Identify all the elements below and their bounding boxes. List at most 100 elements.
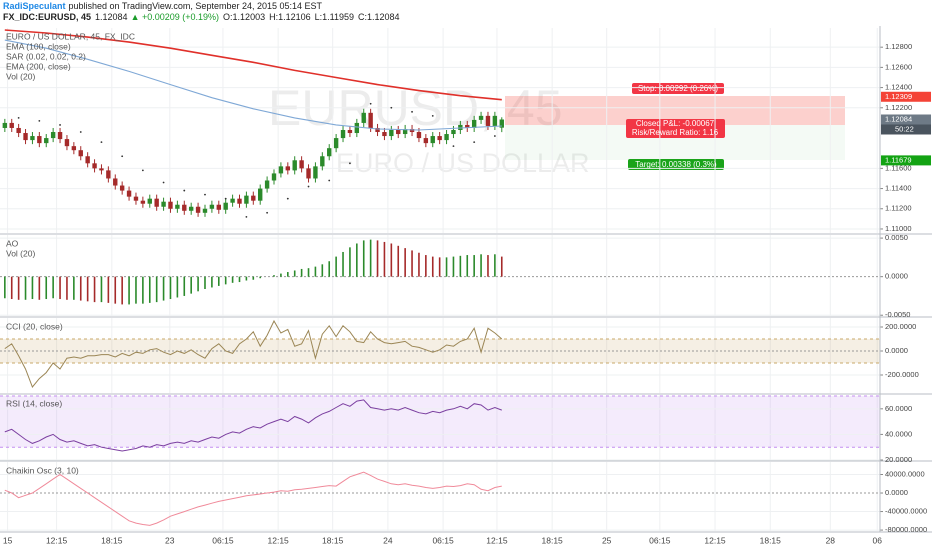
ao-bar: [10, 276, 13, 300]
x-tick-label: 12:15: [486, 535, 508, 545]
candle-body: [306, 168, 311, 179]
y-tick-label: 0.0050: [885, 233, 908, 242]
x-tick-label: 15: [3, 535, 13, 545]
x-tick-label: 12:15: [46, 535, 68, 545]
candle-body: [119, 185, 125, 191]
sar-dot: [431, 114, 434, 117]
ao-bar: [473, 255, 475, 277]
target-label: Target: 0.00338 (0.3%): [635, 160, 717, 169]
candle-body: [71, 146, 77, 151]
x-tick-label: 12:15: [704, 535, 726, 545]
ao-bar: [73, 276, 75, 300]
candle-body: [465, 124, 470, 128]
publish-line: RadiSpeculant published on TradingView.co…: [3, 1, 323, 11]
candle-body: [85, 156, 90, 164]
open: O:1.12003: [223, 12, 265, 22]
candle-body: [313, 166, 318, 179]
ao-bar: [211, 276, 213, 288]
ao-bar: [231, 276, 234, 283]
close: C:1.12084: [358, 12, 400, 22]
candle-body: [278, 166, 284, 174]
ao-bar: [362, 240, 365, 277]
candle-body: [354, 122, 360, 134]
published: published on TradingView.com, September …: [69, 1, 323, 11]
candle-body: [216, 204, 221, 210]
candle-body: [78, 150, 83, 157]
candle-body: [37, 136, 42, 144]
ao-bar: [445, 257, 448, 277]
ao-bar: [100, 276, 103, 303]
candle-body: [23, 133, 28, 141]
candle-body: [50, 132, 56, 139]
y-tick-label: 1.12200: [885, 103, 912, 112]
candle-body: [113, 178, 118, 186]
x-tick-label: 18:15: [101, 535, 123, 545]
candle-body: [16, 127, 21, 134]
x-tick-label: 06:15: [649, 535, 671, 545]
ao-bar: [155, 276, 158, 303]
y-tick-label: 40.0000: [885, 429, 912, 438]
ao-bar: [404, 248, 406, 277]
ao-bar: [293, 270, 296, 277]
y-tick-label: -40000.0000: [885, 507, 927, 516]
ao-bar: [300, 268, 303, 277]
sar-dot: [224, 197, 227, 200]
candle-body: [92, 163, 97, 169]
ao-bar: [397, 245, 400, 277]
sar-dot: [493, 135, 496, 137]
candle-body: [195, 206, 201, 213]
ao-bar: [376, 240, 379, 277]
candle-body: [361, 112, 366, 123]
sar-dot: [121, 155, 124, 158]
x-tick-label: 06:15: [432, 535, 454, 545]
candle-body: [396, 129, 401, 135]
x-tick-label: 06: [873, 535, 883, 545]
candle-body: [285, 166, 291, 171]
candle-body: [375, 127, 380, 133]
candle-body: [223, 202, 228, 210]
ao-bar: [135, 276, 137, 304]
candle-body: [99, 168, 104, 171]
ao-bar: [431, 256, 434, 277]
x-tick-label: 12:15: [268, 535, 290, 545]
candle-body: [168, 201, 173, 209]
ao-bar: [66, 276, 68, 300]
indicator-line: [4, 471, 502, 526]
candle-body: [147, 198, 152, 204]
sar-dot: [204, 193, 206, 196]
sar-dot: [17, 116, 20, 119]
ao-bar: [273, 275, 275, 277]
sar-dot: [349, 162, 351, 165]
candle-body: [271, 173, 277, 181]
x-tick-label: 23: [165, 535, 175, 545]
watermark-name: EURO / US DOLLAR: [336, 148, 590, 178]
legend-entry: Vol (20): [6, 248, 35, 258]
sar-dot: [286, 197, 289, 200]
x-tick-label: 28: [826, 535, 836, 545]
y-tick-label: 1.11200: [885, 204, 912, 213]
y-tick-label: 0.0000: [885, 488, 908, 497]
y-tick-label: -80000.0000: [885, 525, 927, 534]
ao-bar: [466, 255, 469, 277]
candle-body: [188, 206, 194, 211]
pnl-label: Closed P&L: -0.00067: [636, 119, 715, 128]
candle-body: [57, 132, 63, 140]
price-label: 1.12084: [885, 114, 912, 123]
pane-title: AO: [6, 238, 19, 248]
ao-bar: [418, 252, 420, 277]
stop-label: Stop: 0.00292 (0.26%): [638, 84, 718, 93]
sar-dot: [38, 120, 41, 122]
candle-body: [182, 204, 187, 211]
author[interactable]: RadiSpeculant: [3, 1, 66, 11]
sar-dot: [100, 141, 103, 144]
high: H:1.12106: [269, 12, 311, 22]
candle-body: [485, 115, 491, 126]
legend-entry: SAR (0.02, 0.02, 0.2): [6, 51, 86, 61]
x-tick-label: 06:15: [212, 535, 234, 545]
candle-body: [389, 129, 394, 137]
x-tick-label: 18:15: [542, 535, 564, 545]
candle-body: [292, 160, 297, 171]
ao-bar: [342, 251, 344, 277]
candle-body: [471, 119, 477, 128]
